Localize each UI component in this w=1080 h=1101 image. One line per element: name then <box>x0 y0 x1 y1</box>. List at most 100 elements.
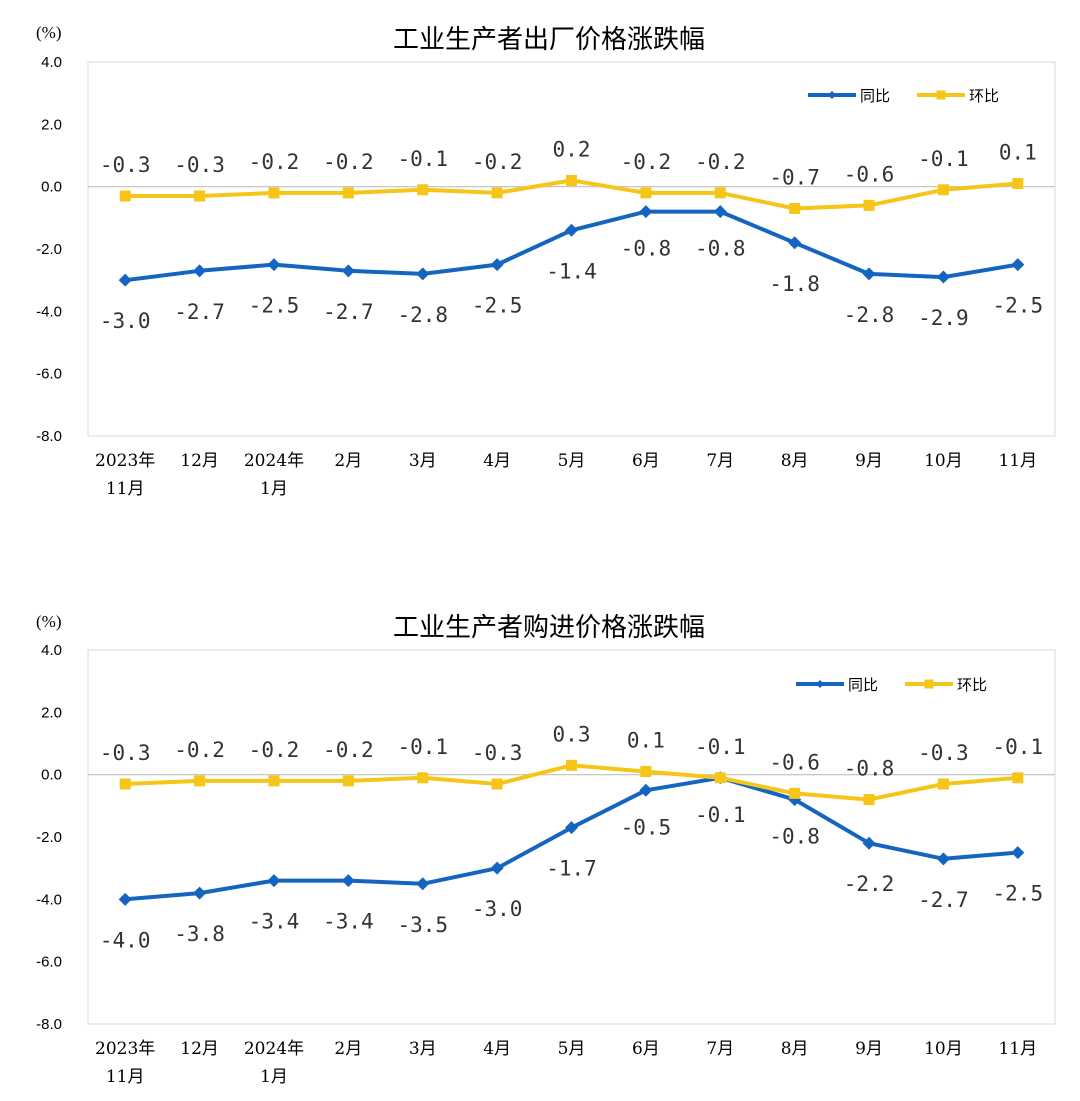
y-tick-label: 4.0 <box>41 54 62 71</box>
y-tick-label: -6.0 <box>36 366 62 383</box>
legend-marker-mom <box>936 90 946 100</box>
data-point-yoy <box>639 205 653 219</box>
data-point-mom <box>937 184 949 196</box>
data-point-mom <box>268 187 280 199</box>
data-label-yoy: -2.7 <box>323 300 374 324</box>
data-label-yoy: -3.4 <box>323 910 374 934</box>
data-point-yoy <box>193 886 207 900</box>
data-point-yoy <box>788 793 802 807</box>
data-label-mom: -0.2 <box>695 150 746 174</box>
data-point-mom <box>789 787 801 799</box>
chart-purchase-price-svg: 工业生产者购进价格涨跌幅 (%) 4.0 2.0 0.0 -2.0 -4.0 -6.0 -8.0… <box>36 612 1056 1087</box>
data-label-mom: -0.7 <box>769 165 820 189</box>
data-label-mom: -0.3 <box>100 741 151 765</box>
x-tick-label: 2月 <box>334 1039 362 1059</box>
data-label-yoy: -2.7 <box>918 888 969 912</box>
data-label-yoy: -0.8 <box>621 237 672 261</box>
x-tick-label: 2023年 <box>95 451 155 471</box>
x-tick-label: 2023年 <box>95 1039 155 1059</box>
data-point-yoy <box>267 258 281 272</box>
data-point-yoy <box>713 205 727 219</box>
data-point-mom <box>789 202 801 214</box>
data-point-mom <box>937 778 949 790</box>
data-label-yoy: -3.0 <box>472 897 523 921</box>
data-label-mom: -0.8 <box>844 757 895 781</box>
data-label-yoy: -2.7 <box>174 300 225 324</box>
plot-frame <box>87 649 1056 1025</box>
data-point-yoy <box>1011 258 1025 272</box>
data-point-yoy <box>490 861 504 875</box>
data-point-yoy <box>639 783 653 797</box>
y-tick-label: 2.0 <box>41 704 62 721</box>
data-label-yoy: -0.5 <box>621 815 672 839</box>
data-label-mom: -0.2 <box>621 150 672 174</box>
data-label-mom: -0.3 <box>472 741 523 765</box>
y-tick-label: -4.0 <box>36 891 62 908</box>
chart-title: 工业生产者出厂价格涨跌幅 <box>393 25 705 55</box>
data-point-mom <box>342 187 354 199</box>
data-label-yoy: -3.4 <box>249 910 300 934</box>
data-label-yoy: -4.0 <box>100 928 151 952</box>
x-tick-label: 10月 <box>924 451 963 471</box>
x-tick-label: 12月 <box>180 1039 219 1059</box>
data-point-mom <box>194 775 206 787</box>
data-label-mom: -0.1 <box>993 735 1044 759</box>
data-label-yoy: -0.8 <box>769 825 820 849</box>
y-axis-unit: (%) <box>36 612 61 631</box>
legend-marker-yoy <box>816 680 824 688</box>
y-tick-label: 0.0 <box>41 179 62 196</box>
data-point-mom <box>119 190 131 202</box>
x-tick-label: 2024年 <box>244 451 304 471</box>
data-point-yoy <box>341 264 355 278</box>
data-point-yoy <box>193 264 207 278</box>
x-tick-label: 2月 <box>334 451 362 471</box>
data-point-mom <box>268 775 280 787</box>
data-point-mom <box>714 772 726 784</box>
data-point-yoy <box>416 267 430 281</box>
x-tick-label: 6月 <box>632 1039 660 1059</box>
data-label-yoy: -1.4 <box>546 259 597 283</box>
data-point-mom <box>566 759 577 771</box>
legend-label-mom: 环比 <box>969 87 999 105</box>
data-label-mom: -0.1 <box>397 147 448 171</box>
data-label-yoy: -0.1 <box>695 803 746 827</box>
data-point-mom <box>417 184 429 196</box>
data-label-yoy: -2.5 <box>993 294 1044 318</box>
data-label-mom: -0.1 <box>918 147 969 171</box>
x-tick-label: 1月 <box>260 1067 288 1087</box>
data-label-mom: -0.2 <box>249 738 300 762</box>
data-label-mom: -0.1 <box>695 735 746 759</box>
chart-output-price-svg: 工业生产者出厂价格涨跌幅 (%) 4.0 2.0 0.0 -2.0 -4.0 -6.0 -8.0… <box>36 23 1056 499</box>
y-tick-label: -8.0 <box>36 428 62 445</box>
x-tick-label: 11月 <box>106 1067 145 1087</box>
y-tick-label: -6.0 <box>36 954 62 971</box>
data-label-mom: 0.1 <box>999 141 1037 165</box>
data-point-mom <box>342 775 354 787</box>
x-tick-label: 3月 <box>409 1039 437 1059</box>
x-tick-label: 12月 <box>180 451 219 471</box>
x-tick-label: 1月 <box>260 479 288 499</box>
y-tick-label: -4.0 <box>36 303 62 320</box>
data-point-yoy <box>862 836 876 850</box>
data-point-mom <box>119 778 131 790</box>
x-tick-label: 5月 <box>558 1039 586 1059</box>
data-label-mom: -0.6 <box>844 162 895 186</box>
legend-label-mom: 环比 <box>957 676 987 694</box>
data-label-mom: 0.2 <box>553 137 591 161</box>
data-point-mom <box>566 174 577 186</box>
data-point-yoy <box>341 874 355 888</box>
plot-frame <box>87 61 1056 437</box>
x-tick-label: 7月 <box>706 451 734 471</box>
data-point-mom <box>640 187 652 199</box>
data-label-mom: -0.2 <box>323 150 374 174</box>
data-point-yoy <box>565 223 578 237</box>
chart-title: 工业生产者购进价格涨跌幅 <box>393 613 705 643</box>
data-point-yoy <box>416 877 430 891</box>
x-tick-label: 8月 <box>781 1039 809 1059</box>
data-label-mom: -0.2 <box>323 738 374 762</box>
data-label-yoy: -2.5 <box>249 294 300 318</box>
data-label-yoy: -0.8 <box>695 237 746 261</box>
data-point-yoy <box>118 892 132 906</box>
data-point-mom <box>491 778 503 790</box>
data-label-yoy: -2.2 <box>844 872 895 896</box>
